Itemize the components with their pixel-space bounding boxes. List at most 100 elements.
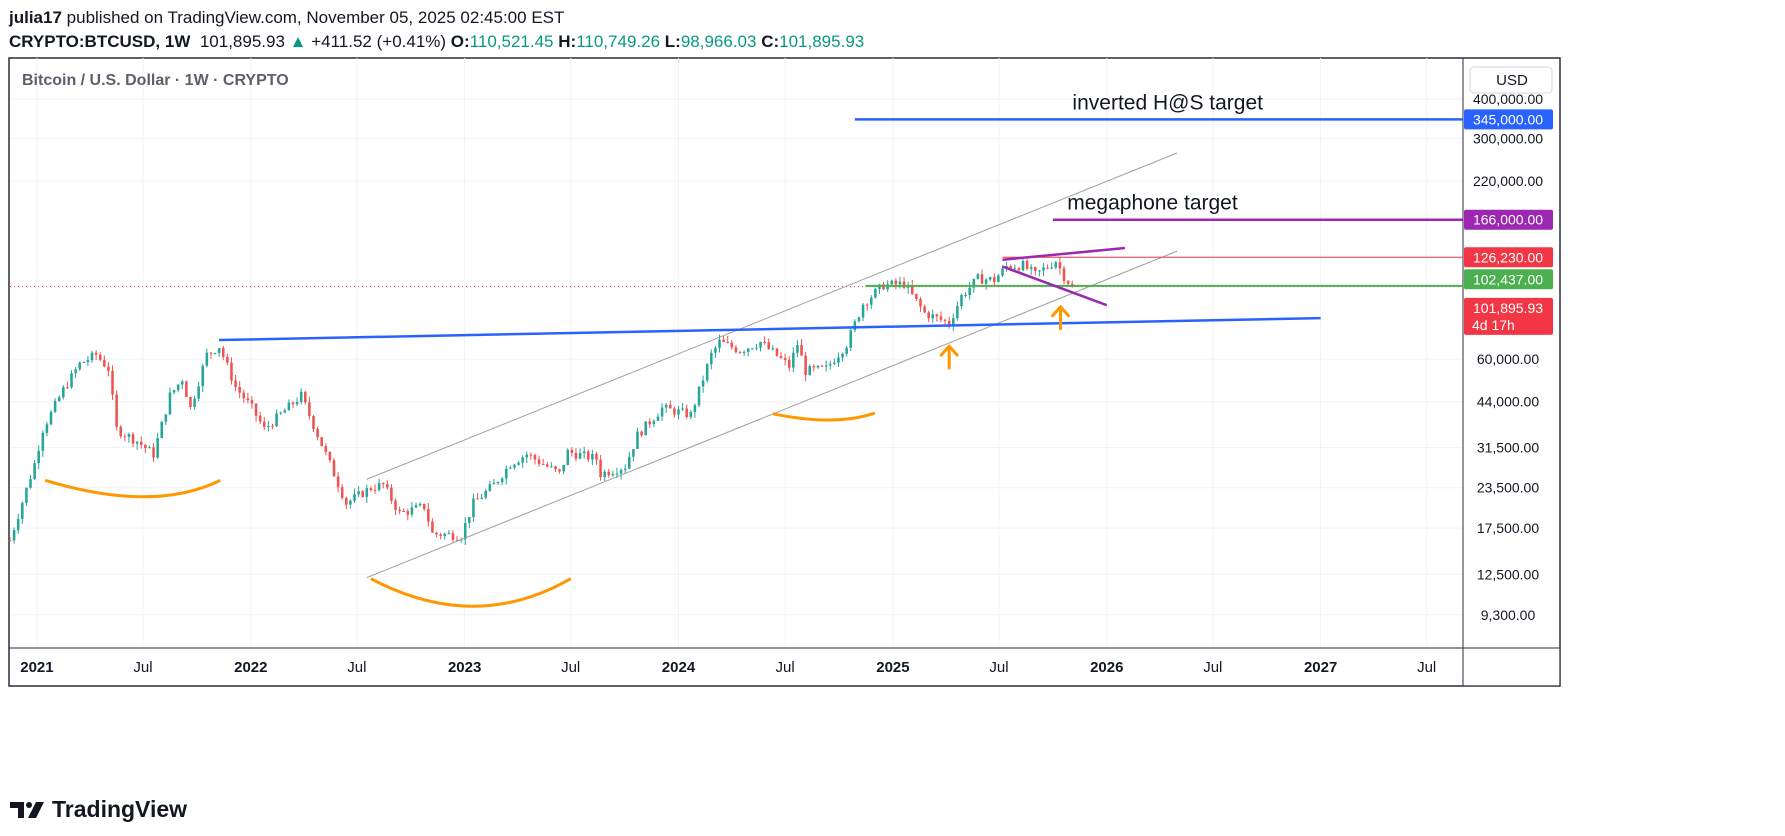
y-tick-label: 12,500.00 [1477, 566, 1539, 582]
candle-body [660, 407, 664, 417]
candle-body [550, 466, 553, 468]
candle-body [402, 510, 405, 512]
candle-body [230, 362, 233, 381]
candle-body [57, 397, 61, 402]
candle-body [320, 437, 323, 447]
brand-name[interactable]: TradingView [52, 796, 188, 822]
inverted-hs-target-label: inverted H@S target [1072, 91, 1263, 114]
candle-body [874, 288, 877, 298]
candle-body [697, 386, 701, 406]
candle-body [853, 321, 857, 331]
candle-body [455, 539, 459, 541]
candle-body [394, 500, 397, 510]
candle-body [70, 373, 73, 388]
candle-body [673, 408, 676, 415]
candle-body [521, 457, 524, 463]
candle-body [796, 345, 799, 353]
candle-body [984, 279, 988, 284]
open-label: O: [450, 32, 470, 51]
price-tag [1464, 109, 1553, 130]
candle-body [238, 386, 241, 393]
candle-body [340, 487, 344, 498]
candle-body [734, 347, 738, 353]
candle-body [377, 483, 381, 491]
candle-body [931, 314, 935, 319]
candle-body [1009, 266, 1012, 269]
candle-body [927, 312, 930, 319]
candle-body [861, 304, 865, 318]
price-chart[interactable]: Bitcoin / U.S. Dollar · 1W · CRYPTO USD in… [0, 0, 1785, 790]
candle-body [172, 390, 176, 393]
candle-body [488, 484, 492, 491]
candle-body [767, 342, 770, 349]
price-tag [1464, 247, 1553, 268]
candle-body [176, 384, 180, 391]
candle-body [217, 348, 221, 354]
candle-body [422, 503, 426, 509]
candle-body [361, 491, 364, 497]
candle-body [623, 468, 627, 470]
candle-body [205, 352, 209, 366]
candle-body [33, 463, 36, 480]
candle-body [107, 366, 110, 371]
candle-body [591, 454, 594, 460]
candle-body [1038, 270, 1041, 272]
candle-body [956, 306, 959, 319]
high-value: 110,749.26 [576, 32, 661, 51]
candle-body [824, 365, 828, 367]
candle-body [476, 498, 479, 500]
candle-body [517, 462, 520, 465]
candle-body [275, 413, 278, 427]
candle-body [480, 497, 483, 499]
candle-body [525, 454, 529, 458]
interval-label: 1W [164, 32, 191, 51]
y-tick-label: 17,500.00 [1477, 520, 1539, 536]
x-tick-label: Jul [1203, 659, 1222, 676]
candle-body [993, 277, 996, 282]
price-tag-label: 126,230.00 [1473, 249, 1543, 265]
symbol-label: CRYPTO:BTCUSD [9, 32, 156, 51]
candle-body [746, 348, 750, 352]
candle-body [180, 381, 184, 385]
candle-body [16, 518, 20, 531]
candle-body [21, 502, 24, 519]
open-value: 110,521.45 [469, 32, 554, 51]
candle-body [718, 339, 721, 348]
candle-body [49, 411, 53, 425]
candle-body [812, 366, 816, 368]
publish-info: julia17 published on TradingView.com, No… [9, 8, 564, 28]
candle-body [997, 275, 1000, 282]
x-tick-label: Jul [347, 659, 366, 676]
candle-body [800, 345, 803, 356]
candle-body [439, 534, 442, 537]
candle-body [263, 421, 266, 427]
up-arrow-icon [1051, 305, 1070, 331]
candle-body [254, 403, 258, 416]
price-tag-label: 101,895.93 [1473, 300, 1543, 316]
candle-body [328, 451, 332, 461]
candle-body [578, 453, 582, 459]
chart-frame [8, 57, 1561, 687]
candle-body [504, 468, 508, 479]
candle-body [41, 432, 45, 451]
candle-body [722, 339, 725, 342]
candle-body [710, 352, 713, 365]
candle-body [1001, 268, 1004, 276]
x-tick-label: 2025 [876, 659, 909, 676]
candle-body [119, 426, 123, 437]
candle-body [390, 487, 393, 501]
candle-body [365, 488, 369, 497]
x-tick-label: Jul [133, 659, 152, 676]
candle-body [902, 281, 906, 288]
candle-body [345, 497, 348, 505]
candle-body [12, 530, 16, 541]
candle-body [726, 341, 729, 343]
author-name[interactable]: julia17 [9, 8, 62, 27]
candle-body [923, 306, 926, 313]
candle-body [381, 483, 385, 485]
candle-body [730, 342, 734, 348]
candle-body [299, 391, 303, 402]
candle-body [656, 416, 660, 421]
candle-body [336, 476, 340, 488]
last-price: 101,895.93 [199, 32, 285, 51]
